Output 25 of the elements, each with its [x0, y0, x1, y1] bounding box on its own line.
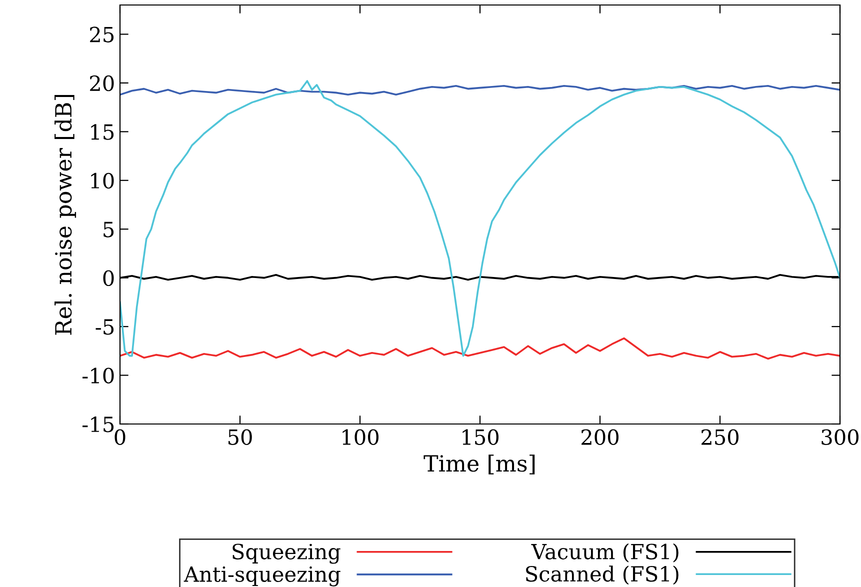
legend-label: Squeezing	[232, 544, 340, 564]
line-series	[120, 84, 840, 96]
x-tick-label: 200	[582, 429, 618, 445]
x-tick-label: 250	[702, 429, 738, 445]
x-axis-title: Time [ms]	[424, 454, 535, 474]
line-series	[120, 80, 840, 357]
y-tick-label: 15	[91, 124, 114, 140]
y-tick-label: -10	[82, 368, 114, 384]
y-tick-label: 10	[91, 172, 114, 189]
y-tick-label: 0	[103, 270, 114, 286]
x-tick-label: 300	[822, 429, 858, 445]
y-tick-label: -15	[82, 416, 114, 432]
line-series	[120, 337, 840, 360]
x-tick-label: 100	[342, 429, 378, 445]
y-tick-label: 20	[90, 75, 114, 92]
y-tick-label: 25	[90, 26, 114, 42]
y-tick-label: -5	[96, 319, 114, 335]
y-tick-label: 5	[104, 222, 114, 238]
x-tick-label: 50	[228, 429, 252, 445]
x-tick-label: 0	[114, 429, 126, 445]
legend-label: Vacuum (FS1)	[531, 543, 678, 562]
legend-label: Anti-squeezing	[184, 566, 340, 586]
y-axis-title: Rel. noise power [dB]	[54, 94, 76, 335]
x-tick-label: 150	[462, 429, 498, 445]
legend-label: Scanned (FS1)	[526, 566, 678, 585]
